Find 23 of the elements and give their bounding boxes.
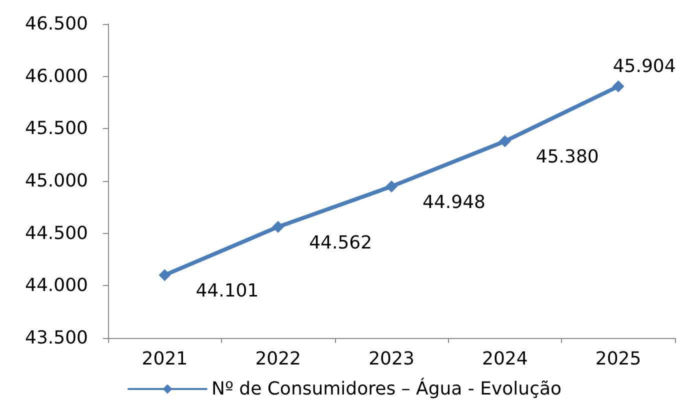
y-tick-label: 45.000 bbox=[25, 170, 88, 192]
y-tick-label: 44.000 bbox=[25, 275, 88, 296]
x-tick-label: 2021 bbox=[142, 348, 188, 370]
point bbox=[498, 135, 511, 148]
data-label: 44.101 bbox=[196, 280, 259, 302]
x-tick-label: 2025 bbox=[595, 348, 642, 370]
data-label: 44.562 bbox=[309, 232, 372, 254]
point bbox=[386, 180, 398, 192]
y-tick-label: 44.500 bbox=[25, 222, 88, 244]
point bbox=[612, 80, 624, 92]
y-tick-label: 46.500 bbox=[25, 14, 88, 34]
y-tick-label: 43.500 bbox=[25, 328, 88, 348]
y-tick-label: 46.000 bbox=[25, 66, 88, 87]
y-tick-label: 45.500 bbox=[25, 118, 88, 140]
x-tick-label: 2022 bbox=[255, 348, 302, 370]
x-tick-label: 2024 bbox=[482, 348, 528, 370]
data-label: 45.380 bbox=[536, 146, 599, 168]
point bbox=[272, 220, 284, 233]
data-label: 45.904 bbox=[612, 56, 676, 77]
legend-label: Nº de Consumidores – Água - Evolução bbox=[211, 378, 562, 400]
point bbox=[158, 269, 171, 282]
x-tick-label: 2023 bbox=[368, 348, 414, 370]
data-label: 44.948 bbox=[422, 192, 486, 213]
